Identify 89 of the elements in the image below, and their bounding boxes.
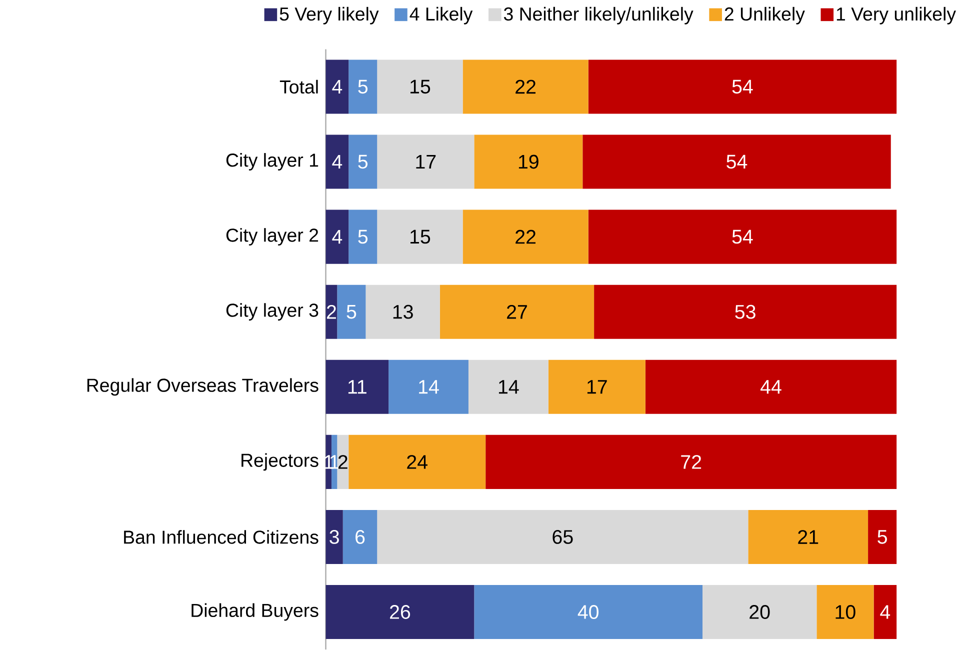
bar — [468, 360, 548, 414]
bar — [868, 510, 897, 564]
data-label: 13 — [393, 304, 413, 319]
data-label: 5 — [358, 80, 368, 94]
y-tick-label: Total — [280, 80, 318, 94]
data-label: 4 — [332, 154, 342, 168]
bar — [348, 210, 378, 264]
bar — [462, 60, 588, 114]
bar — [366, 284, 440, 339]
data-label: 20 — [750, 604, 770, 619]
bar — [326, 584, 474, 639]
y-tick-label: Rejectors — [242, 453, 318, 471]
bar — [548, 360, 646, 414]
bar — [645, 360, 897, 414]
data-label: 10 — [836, 604, 856, 619]
y-tick-label: Diehard Buyers — [192, 603, 318, 621]
bar — [348, 434, 486, 489]
data-label: 15 — [410, 80, 430, 94]
bar — [588, 210, 897, 264]
bar — [326, 60, 349, 114]
bar — [348, 60, 378, 114]
data-label: 14 — [419, 380, 439, 394]
bar — [337, 434, 349, 489]
y-tick-label: Ban Influenced Citizens — [124, 530, 318, 544]
data-label: 17 — [416, 154, 436, 168]
bar — [594, 284, 897, 339]
legend-label: 4 Likely — [410, 6, 473, 24]
data-label: 5 — [878, 530, 887, 544]
y-tick-label: City layer 1 — [226, 152, 318, 170]
bar — [377, 134, 474, 189]
bar — [326, 210, 349, 264]
bar — [702, 584, 817, 639]
data-label: 17 — [587, 380, 607, 394]
y-tick-label: Regular Overseas Travelers — [87, 378, 318, 396]
data-label: 65 — [552, 530, 573, 544]
data-label: 4 — [332, 80, 342, 94]
data-label: 54 — [726, 154, 748, 169]
data-label: 22 — [516, 230, 536, 244]
y-tick-label: City layer 3 — [226, 303, 318, 320]
data-label: 40 — [578, 604, 599, 619]
bar — [462, 210, 588, 264]
bar — [440, 284, 594, 339]
bar — [326, 510, 343, 564]
data-label: 54 — [732, 80, 753, 94]
data-label: 44 — [760, 380, 782, 394]
data-label: 11 — [348, 380, 366, 394]
bar — [874, 584, 897, 639]
data-label: 19 — [518, 154, 538, 169]
legend-label: 1 Very unlikely — [836, 6, 956, 24]
data-label: 6 — [356, 530, 365, 544]
data-label: 24 — [407, 455, 428, 469]
data-label: 4 — [332, 230, 342, 244]
y-tick-label: City layer 2 — [226, 228, 318, 246]
bar — [582, 134, 891, 189]
bar — [342, 510, 378, 564]
data-label: 3 — [330, 530, 339, 544]
bar — [474, 584, 702, 639]
data-label: 26 — [390, 604, 410, 619]
data-label: 21 — [798, 530, 818, 544]
data-label: 5 — [358, 230, 368, 244]
data-label: 54 — [732, 230, 753, 244]
bar — [377, 510, 748, 564]
bar — [748, 510, 868, 564]
data-label: 72 — [681, 455, 702, 469]
bar — [388, 360, 468, 414]
data-label: 27 — [507, 304, 527, 319]
data-label: 2 — [338, 455, 348, 469]
legend-label: 5 Very likely — [280, 6, 379, 24]
bar — [337, 284, 366, 339]
bar — [588, 60, 897, 114]
bar — [377, 210, 463, 264]
data-label: 22 — [516, 80, 536, 94]
bar — [348, 134, 378, 189]
data-label: 14 — [498, 380, 519, 394]
data-label: 5 — [358, 154, 368, 169]
bar — [816, 584, 874, 639]
data-label: 53 — [735, 304, 756, 319]
bar — [474, 134, 583, 189]
data-label: 2 — [326, 304, 336, 319]
data-label: 15 — [410, 230, 430, 244]
data-label: 4 — [880, 605, 890, 619]
legend-label: 3 Neither likely/unlikely — [504, 6, 694, 24]
bar — [326, 134, 349, 189]
data-label: 5 — [346, 304, 356, 319]
legend-label: 2 Unlikely — [724, 6, 805, 24]
bar — [377, 60, 463, 114]
bar — [326, 360, 389, 414]
bar — [326, 284, 338, 339]
bar — [486, 434, 897, 489]
